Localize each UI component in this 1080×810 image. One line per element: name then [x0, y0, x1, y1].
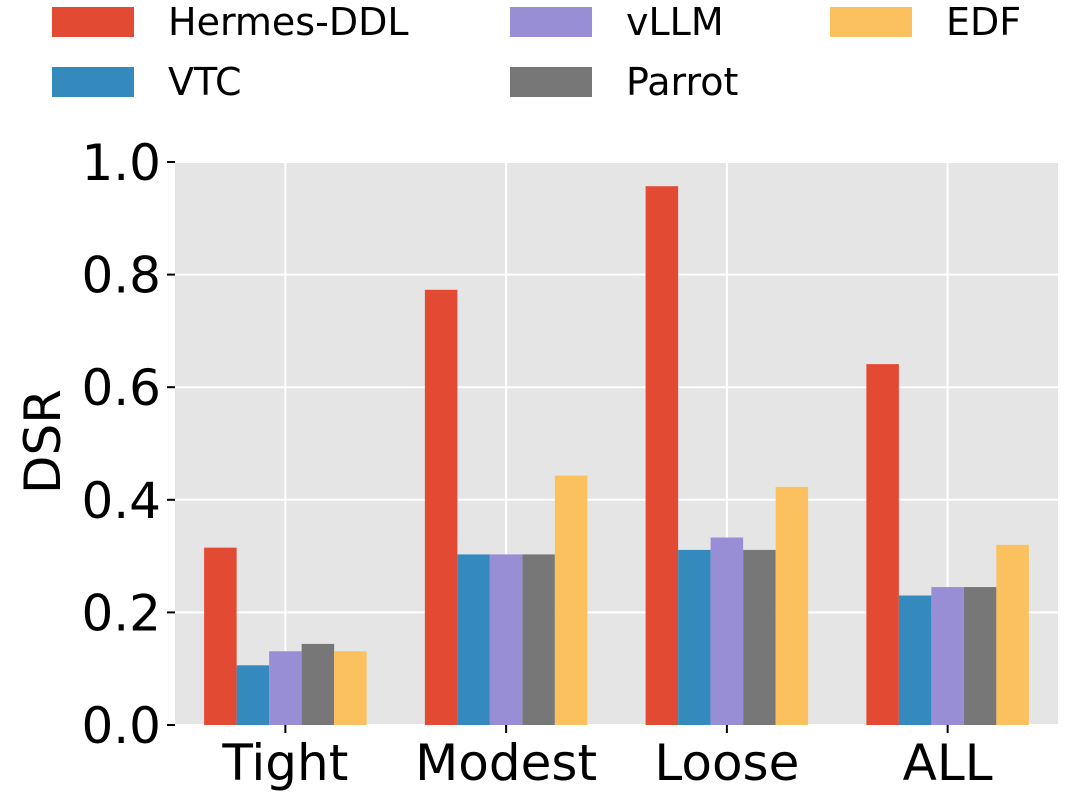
legend-label-edf: EDF [946, 0, 1021, 44]
bar-vllm-tight [269, 651, 302, 725]
bar-vtc-tight [236, 665, 270, 725]
bar-edf-tight [334, 651, 367, 725]
bar-parrot-modest [522, 554, 555, 725]
y-tick-label: 0.0 [81, 697, 161, 755]
legend-swatch-parrot [510, 67, 592, 97]
bar-vllm-modest [489, 554, 523, 725]
y-axis: 0.0 0.2 0.4 0.6 0.8 1.0 [81, 134, 175, 755]
legend-label-vtc: VTC [168, 60, 242, 104]
bar-hermes-ddl-tight [204, 547, 237, 725]
legend-swatch-edf [830, 7, 912, 37]
x-tick-label-all: ALL [903, 734, 993, 792]
x-tick-label-tight: Tight [221, 734, 348, 792]
bar-vtc-all [898, 595, 932, 725]
bar-vtc-loose [678, 549, 711, 725]
x-tick-label-modest: Modest [415, 734, 597, 792]
bar-parrot-tight [301, 643, 335, 725]
bar-hermes-ddl-loose [645, 186, 679, 726]
y-axis-label: DSR [14, 389, 72, 494]
legend: Hermes-DDL VTC vLLM Parrot EDF [52, 0, 1021, 104]
bars [204, 186, 1029, 726]
legend-swatch-vllm [510, 7, 592, 37]
bar-edf-all [996, 544, 1029, 725]
x-tick-label-loose: Loose [654, 734, 799, 792]
bar-vllm-all [931, 587, 964, 725]
legend-label-vllm: vLLM [626, 0, 724, 44]
bar-parrot-loose [743, 549, 776, 725]
bar-vtc-modest [457, 554, 490, 725]
y-tick-label: 0.4 [81, 472, 161, 530]
y-tick-label: 0.6 [81, 359, 161, 417]
bar-parrot-all [963, 587, 997, 725]
y-tick-label: 0.8 [81, 247, 161, 305]
legend-swatch-hermes-ddl [52, 7, 134, 37]
legend-label-hermes-ddl: Hermes-DDL [168, 0, 409, 44]
legend-label-parrot: Parrot [626, 60, 738, 104]
x-axis: Tight Modest Loose ALL [221, 725, 993, 792]
bar-hermes-ddl-modest [424, 289, 458, 725]
legend-swatch-vtc [52, 67, 134, 97]
bar-vllm-loose [710, 537, 744, 725]
bar-edf-modest [554, 475, 588, 725]
bar-edf-loose [775, 486, 809, 725]
y-tick-label: 1.0 [81, 134, 161, 192]
y-tick-label: 0.2 [81, 584, 161, 642]
bar-hermes-ddl-all [866, 364, 899, 725]
